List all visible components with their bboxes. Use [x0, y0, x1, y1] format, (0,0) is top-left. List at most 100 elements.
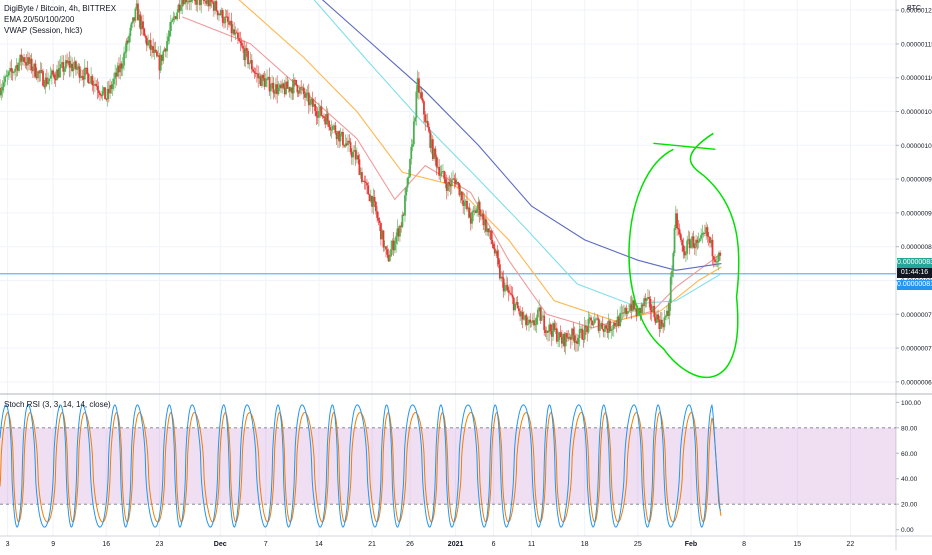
candle-body	[68, 60, 71, 68]
candle-body	[557, 339, 560, 342]
candle-body	[69, 63, 72, 68]
candle-body	[88, 82, 91, 84]
candle-body	[40, 70, 43, 72]
vwap-indicator-label[interactable]: VWAP (Session, hlc3)	[4, 26, 83, 35]
price-tick-label: 0.00000065	[901, 379, 932, 386]
candle-body	[415, 91, 418, 118]
candle-body	[5, 76, 8, 78]
candle-body	[345, 143, 348, 146]
candle-body	[648, 297, 651, 299]
ema-line-ema-200	[321, 0, 722, 271]
candle-body	[563, 334, 566, 347]
candle-body	[220, 10, 223, 15]
candle-body	[235, 32, 238, 34]
candle-body	[638, 308, 640, 310]
candle-body	[626, 311, 629, 314]
price-tick-label: 0.00000090	[901, 210, 932, 217]
candle-body	[221, 10, 224, 23]
candle-body	[200, 0, 203, 6]
candle-body	[464, 200, 467, 203]
candle-body	[633, 300, 635, 310]
candle-body	[334, 125, 337, 133]
candle-body	[211, 1, 214, 3]
candle-body	[407, 176, 410, 179]
candle-body	[248, 62, 251, 65]
candle-body	[193, 0, 196, 1]
candle-body	[412, 121, 415, 145]
candle-body	[576, 340, 578, 344]
candle-body	[515, 302, 518, 304]
time-tick-label: 21	[368, 541, 376, 548]
candle-body	[404, 195, 406, 216]
candle-body	[512, 297, 515, 311]
candle-body	[348, 140, 351, 143]
candle-body	[58, 67, 61, 78]
candle-body	[71, 63, 74, 71]
candle-body	[417, 78, 420, 93]
candle-body	[452, 178, 454, 180]
candle-body	[593, 319, 596, 324]
candle-body	[615, 325, 618, 327]
candle-body	[377, 217, 380, 221]
stoch-d-line	[0, 411, 722, 523]
candle-body	[569, 336, 572, 340]
candle-body	[545, 330, 548, 333]
candle-body	[443, 171, 446, 179]
candle-body	[349, 142, 352, 153]
candle-body	[214, 1, 217, 11]
candle-body	[173, 16, 176, 18]
candle-body	[205, 1, 208, 4]
candle-body	[19, 54, 22, 63]
candle-body	[182, 0, 185, 5]
candle-body	[678, 229, 681, 235]
candle-body	[262, 74, 265, 79]
candle-body	[609, 320, 611, 332]
candle-body	[510, 293, 513, 295]
candle-body	[542, 315, 544, 317]
candle-body	[393, 243, 396, 251]
candle-body	[585, 325, 587, 328]
candle-body	[118, 65, 120, 73]
candle-body	[291, 87, 294, 94]
candle-body	[0, 90, 3, 96]
candle-body	[75, 61, 77, 70]
candle-body	[195, 0, 198, 5]
candle-body	[167, 36, 170, 42]
candle-body	[448, 181, 451, 185]
candle-body	[362, 180, 365, 182]
candle-body	[526, 323, 529, 325]
candle-body	[696, 239, 699, 243]
candle-body	[121, 65, 124, 69]
candle-body	[218, 13, 220, 16]
candle-body	[688, 239, 691, 248]
candle-body	[682, 245, 685, 252]
candle-body	[666, 310, 668, 317]
candle-body	[491, 239, 494, 245]
time-tick-label: 2021	[448, 541, 464, 548]
candle-body	[492, 244, 495, 249]
candle-body	[520, 311, 523, 317]
candle-body	[436, 166, 439, 168]
candle-body	[242, 45, 244, 49]
candle-body	[256, 73, 258, 74]
candle-body	[630, 304, 633, 311]
candle-body	[378, 220, 381, 224]
chart-title[interactable]: DigiByte / Bitcoin, 4h, BITTREX	[4, 4, 117, 13]
candle-body	[431, 139, 434, 159]
candle-body	[493, 248, 496, 254]
candle-body	[259, 76, 262, 86]
candle-body	[116, 65, 119, 77]
candle-body	[18, 62, 20, 71]
candle-body	[140, 21, 143, 30]
candle-body	[266, 78, 268, 81]
candle-body	[501, 276, 504, 279]
ema-indicator-label[interactable]: EMA 20/50/100/200	[4, 15, 75, 24]
candle-body	[181, 0, 184, 7]
candle-body	[700, 235, 703, 239]
stoch-rsi-label[interactable]: Stoch RSI (3, 3, 14, 14, close)	[4, 400, 111, 409]
candle-body	[623, 312, 625, 314]
candle-body	[490, 230, 492, 240]
candle-body	[709, 237, 711, 244]
candle-body	[158, 55, 161, 71]
candle-body	[300, 87, 303, 89]
